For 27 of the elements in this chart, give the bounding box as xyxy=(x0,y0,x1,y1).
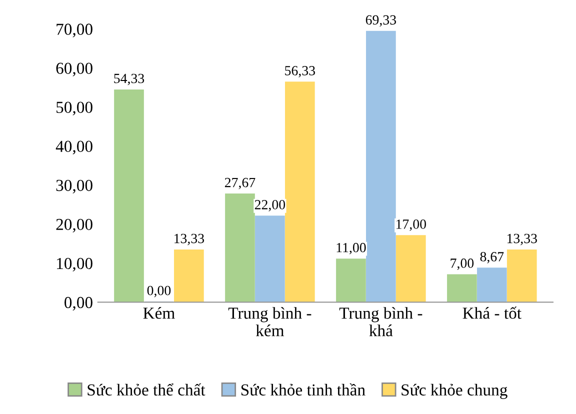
y-tick-label: 0,00 xyxy=(64,296,92,311)
data-label: 22,00 xyxy=(254,200,286,212)
legend-label: Sức khỏe chung xyxy=(402,384,508,399)
y-tick-label: 40,00 xyxy=(56,140,92,154)
data-label: 7,00 xyxy=(450,258,474,270)
data-label: 8,67 xyxy=(480,252,504,264)
legend-label: Sức khỏe tinh thần xyxy=(241,383,366,396)
data-label: 13,33 xyxy=(174,234,204,246)
y-tick-label: 50,00 xyxy=(56,102,92,116)
y-tick-label: 70,00 xyxy=(56,24,92,38)
data-label: 11,00 xyxy=(336,242,366,254)
data-label: 0,00 xyxy=(147,286,171,298)
x-tick-label: Trung bình - kém xyxy=(228,307,312,336)
data-label: 13,33 xyxy=(507,234,537,246)
y-tick-label: 30,00 xyxy=(56,180,92,194)
y-tick-label: 20,00 xyxy=(56,218,92,232)
x-tick-label: Kém xyxy=(143,307,175,319)
data-label: 56,33 xyxy=(285,66,315,78)
data-label: 54,33 xyxy=(114,74,144,86)
data-label: 27,67 xyxy=(224,178,256,190)
y-tick-label: 10,00 xyxy=(57,258,92,272)
x-tick-label: Trung bình - khá xyxy=(339,307,422,336)
data-label: 69,33 xyxy=(366,15,396,27)
data-label: 17,00 xyxy=(396,220,426,231)
legend-label: Sức khỏe thể chất xyxy=(88,383,206,396)
y-tick-label: 60,00 xyxy=(56,62,92,76)
x-tick-label: Khá - tốt xyxy=(462,306,522,319)
